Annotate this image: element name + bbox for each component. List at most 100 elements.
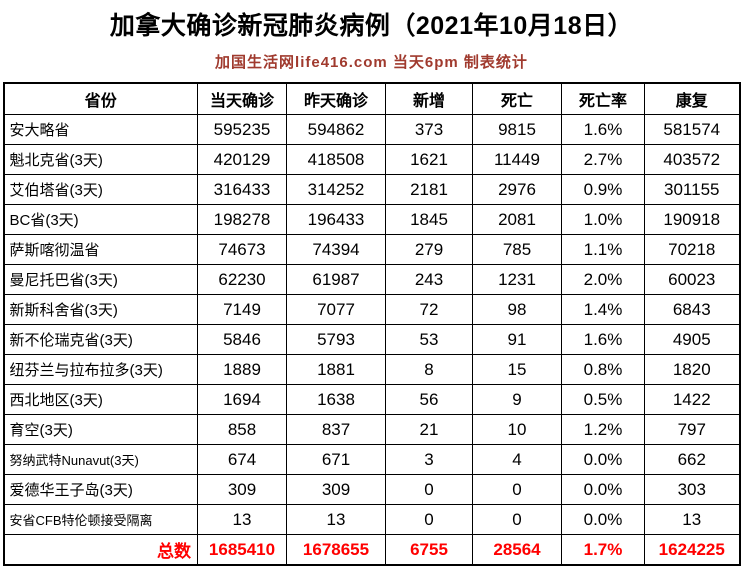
header-row: 省份 当天确诊 昨天确诊 新增 死亡 死亡率 康复 — [3, 82, 740, 115]
cell-deaths: 10 — [472, 414, 562, 445]
total-label: 总数 — [3, 534, 198, 566]
column-header-1: 当天确诊 — [197, 82, 287, 115]
cell-deaths: 785 — [472, 234, 562, 265]
cell-today-confirmed: 674 — [197, 444, 287, 475]
cell-death-rate: 0.5% — [561, 384, 645, 415]
cell-death-rate: 0.0% — [561, 474, 645, 505]
total-cell-new-cases: 6755 — [385, 534, 473, 566]
table-row: 新不伦瑞克省(3天) 5846 5793 53 91 1.6% 4905 — [3, 324, 740, 355]
cell-new-cases: 0 — [385, 504, 473, 535]
cell-recovered: 6843 — [644, 294, 740, 325]
column-header-5: 死亡率 — [561, 82, 645, 115]
total-cell-yesterday-confirmed: 1678655 — [286, 534, 386, 566]
cell-yesterday-confirmed: 7077 — [286, 294, 386, 325]
cell-yesterday-confirmed: 671 — [286, 444, 386, 475]
cell-death-rate: 1.2% — [561, 414, 645, 445]
cell-new-cases: 279 — [385, 234, 473, 265]
cell-new-cases: 243 — [385, 264, 473, 295]
cell-yesterday-confirmed: 61987 — [286, 264, 386, 295]
cell-province: 曼尼托巴省(3天) — [3, 264, 198, 295]
cell-recovered: 581574 — [644, 114, 740, 145]
subtitle: 加国生活网life416.com 当天6pm 制表统计 — [215, 54, 528, 71]
table-row: 安大略省 595235 594862 373 9815 1.6% 581574 — [3, 114, 740, 145]
table-row: 萨斯喀彻温省 74673 74394 279 785 1.1% 70218 — [3, 234, 740, 265]
cell-yesterday-confirmed: 418508 — [286, 144, 386, 175]
cell-province: 纽芬兰与拉布拉多(3天) — [3, 354, 198, 385]
cell-death-rate: 1.1% — [561, 234, 645, 265]
cell-province: 努纳武特Nunavut(3天) — [3, 444, 198, 475]
cell-recovered: 797 — [644, 414, 740, 445]
cell-deaths: 0 — [472, 474, 562, 505]
table-row: 魁北克省(3天) 420129 418508 1621 11449 2.7% 403572 — [3, 144, 740, 175]
cell-death-rate: 1.6% — [561, 114, 645, 145]
cell-recovered: 403572 — [644, 144, 740, 175]
cell-deaths: 0 — [472, 504, 562, 535]
cell-new-cases: 373 — [385, 114, 473, 145]
total-cell-death-rate: 1.7% — [561, 534, 645, 566]
cell-yesterday-confirmed: 74394 — [286, 234, 386, 265]
cell-death-rate: 2.7% — [561, 144, 645, 175]
cell-new-cases: 1845 — [385, 204, 473, 235]
column-header-6: 康复 — [644, 82, 740, 115]
cell-deaths: 9815 — [472, 114, 562, 145]
cell-province: 魁北克省(3天) — [3, 144, 198, 175]
cell-today-confirmed: 7149 — [197, 294, 287, 325]
cell-today-confirmed: 1694 — [197, 384, 287, 415]
table-row: 爱德华王子岛(3天) 309 309 0 0 0.0% 303 — [3, 474, 740, 505]
cell-recovered: 301155 — [644, 174, 740, 205]
column-header-2: 昨天确诊 — [286, 82, 386, 115]
cell-recovered: 13 — [644, 504, 740, 535]
total-cell-today-confirmed: 1685410 — [197, 534, 287, 566]
table-row: 新斯科舍省(3天) 7149 7077 72 98 1.4% 6843 — [3, 294, 740, 325]
total-row: 总数 1685410 1678655 6755 28564 1.7% 1624225 — [3, 534, 740, 566]
cell-yesterday-confirmed: 1638 — [286, 384, 386, 415]
cell-today-confirmed: 420129 — [197, 144, 287, 175]
column-header-4: 死亡 — [472, 82, 562, 115]
cell-deaths: 2081 — [472, 204, 562, 235]
cell-recovered: 303 — [644, 474, 740, 505]
cell-new-cases: 56 — [385, 384, 473, 415]
cell-recovered: 4905 — [644, 324, 740, 355]
cell-deaths: 15 — [472, 354, 562, 385]
cell-recovered: 1820 — [644, 354, 740, 385]
cell-deaths: 11449 — [472, 144, 562, 175]
cell-yesterday-confirmed: 196433 — [286, 204, 386, 235]
cell-today-confirmed: 13 — [197, 504, 287, 535]
cell-deaths: 1231 — [472, 264, 562, 295]
cell-province: 爱德华王子岛(3天) — [3, 474, 198, 505]
cell-recovered: 60023 — [644, 264, 740, 295]
cell-deaths: 98 — [472, 294, 562, 325]
cell-today-confirmed: 62230 — [197, 264, 287, 295]
cell-province: 安省CFB特伦顿接受隔离 — [3, 504, 198, 535]
cell-yesterday-confirmed: 837 — [286, 414, 386, 445]
cell-deaths: 2976 — [472, 174, 562, 205]
cell-province: 萨斯喀彻温省 — [3, 234, 198, 265]
cell-today-confirmed: 74673 — [197, 234, 287, 265]
cell-province: 安大略省 — [3, 114, 198, 145]
cell-new-cases: 3 — [385, 444, 473, 475]
page-title: 加拿大确诊新冠肺炎病例（2021年10月18日） — [109, 12, 634, 40]
cell-yesterday-confirmed: 314252 — [286, 174, 386, 205]
covid-data-table: 省份 当天确诊 昨天确诊 新增 死亡 死亡率 康复 安大略省 595235 594862 373 9… — [2, 82, 741, 566]
cell-death-rate: 1.6% — [561, 324, 645, 355]
cell-yesterday-confirmed: 13 — [286, 504, 386, 535]
cell-today-confirmed: 1889 — [197, 354, 287, 385]
cell-new-cases: 53 — [385, 324, 473, 355]
cell-recovered: 1422 — [644, 384, 740, 415]
cell-death-rate: 1.4% — [561, 294, 645, 325]
cell-recovered: 662 — [644, 444, 740, 475]
cell-recovered: 70218 — [644, 234, 740, 265]
cell-new-cases: 72 — [385, 294, 473, 325]
cell-death-rate: 2.0% — [561, 264, 645, 295]
cell-deaths: 4 — [472, 444, 562, 475]
cell-today-confirmed: 198278 — [197, 204, 287, 235]
table-row: 曼尼托巴省(3天) 62230 61987 243 1231 2.0% 60023 — [3, 264, 740, 295]
cell-death-rate: 0.9% — [561, 174, 645, 205]
table-row: 努纳武特Nunavut(3天) 674 671 3 4 0.0% 662 — [3, 444, 740, 475]
total-cell-recovered: 1624225 — [644, 534, 740, 566]
cell-province: 艾伯塔省(3天) — [3, 174, 198, 205]
table-body: 安大略省 595235 594862 373 9815 1.6% 581574 魁北克省(3天… — [3, 114, 740, 566]
cell-today-confirmed: 858 — [197, 414, 287, 445]
cell-new-cases: 0 — [385, 474, 473, 505]
